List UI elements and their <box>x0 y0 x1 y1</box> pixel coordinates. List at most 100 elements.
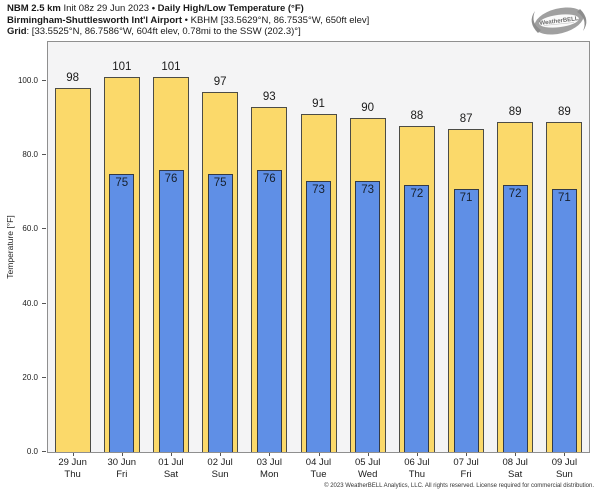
x-tick-date: 08 Jul <box>502 457 528 468</box>
bar-low-label: 72 <box>410 187 424 200</box>
x-tick-date: 09 Jul <box>551 457 578 468</box>
x-tick-mark <box>171 453 172 456</box>
x-tick-mark <box>564 453 566 456</box>
x-tick-label: 01 Jul Sat <box>146 457 195 481</box>
x-tick-day: Tue <box>310 469 327 480</box>
x-tick-day: Sun <box>555 469 573 480</box>
x-tick-mark <box>515 453 517 456</box>
x-tick-date: 01 Jul <box>158 457 184 468</box>
product-title: • Daily High/Low Temperature (°F) <box>151 3 304 14</box>
x-tick-date: 29 Jun <box>58 457 87 468</box>
y-tick-label: 40.0 <box>22 298 38 308</box>
x-tick-mark <box>367 453 369 456</box>
model-name: NBM 2.5 km <box>7 3 61 14</box>
x-tick-mark <box>318 453 320 456</box>
bar-low: 73 <box>355 181 381 452</box>
x-tick-label: 04 Jul Tue <box>294 457 343 481</box>
header-line3: Grid: [33.5525°N, 86.7586°W, 604ft elev,… <box>7 26 369 38</box>
bar-high-label: 87 <box>459 113 473 126</box>
grid-label: Grid <box>7 26 27 37</box>
bar-high-label: 101 <box>112 61 132 74</box>
bar-low-label: 75 <box>213 176 227 189</box>
x-tick-date: 04 Jul <box>305 457 332 468</box>
bar-high-label: 89 <box>508 105 522 118</box>
y-tick-label: 100.0 <box>17 76 38 85</box>
bar-low-label: 73 <box>312 184 325 197</box>
header-line2: Birmingham-Shuttlesworth Int'l Airport •… <box>7 15 369 27</box>
x-tick-label: 05 Jul Wed <box>343 457 392 481</box>
chart-header: NBM 2.5 km Init 08z 29 Jun 2023 • Daily … <box>7 3 369 38</box>
grid-meta: : [33.5525°N, 86.7586°W, 604ft elev, 0.7… <box>26 26 301 37</box>
bar-low: 76 <box>256 170 282 452</box>
x-tick-mark <box>72 453 74 456</box>
x-tick-label: 03 Jul Mon <box>245 457 294 481</box>
x-tick-label: 02 Jul Sun <box>196 457 245 481</box>
station-name: Birmingham-Shuttlesworth Int'l Airport <box>7 14 183 26</box>
bar-high-label: 88 <box>410 109 424 122</box>
plot-area: 98 101 75 101 76 97 75 93 76 91 73 90 73 88 72 87 71 89 72… <box>47 41 590 453</box>
x-tick-date: 07 Jul <box>453 457 479 468</box>
bar-high-label: 89 <box>557 105 571 118</box>
x-tick-day: Fri <box>116 469 128 480</box>
y-tick-label: 0.0 <box>26 447 38 456</box>
x-tick-day: Mon <box>260 469 279 480</box>
y-axis: 0.0 20.0 40.0 60.0 80.0 100.0 <box>0 41 46 456</box>
x-tick-day: Sat <box>163 469 179 480</box>
bar-low: 72 <box>502 184 528 452</box>
y-tick-mark <box>42 376 46 378</box>
bar-high-label: 101 <box>161 61 181 74</box>
bar-low: 73 <box>306 181 331 452</box>
bar-high-label: 90 <box>361 102 375 115</box>
x-tick-day: Fri <box>460 469 472 480</box>
x-tick-label: 06 Jul Thu <box>392 457 441 481</box>
bar-low-label: 72 <box>508 187 522 200</box>
x-tick-day: Thu <box>408 469 426 480</box>
bar-low-label: 71 <box>459 191 473 204</box>
x-tick-label: 08 Jul Sat <box>491 457 540 481</box>
y-tick-mark <box>42 80 46 81</box>
x-tick-label: 30 Jun Fri <box>97 457 146 481</box>
x-tick-label: 07 Jul Fri <box>442 457 491 481</box>
bar-low: 75 <box>207 173 233 452</box>
y-tick-mark <box>42 302 46 304</box>
x-tick-label: 29 Jun Thu <box>48 457 97 481</box>
bar-high-label: 98 <box>66 72 79 85</box>
x-tick-date: 03 Jul <box>256 457 282 468</box>
bar-high-label: 93 <box>262 90 276 103</box>
swirl-icon <box>531 7 587 35</box>
x-tick-day: Sat <box>508 469 523 480</box>
bar-low-label: 71 <box>557 191 571 204</box>
x-tick-date: 05 Jul <box>355 457 381 468</box>
y-tick-label: 20.0 <box>22 372 38 382</box>
init-time: Init 08z 29 Jun 2023 <box>60 3 152 14</box>
bar-low-label: 73 <box>361 184 375 197</box>
bar-high-label: 97 <box>213 76 227 89</box>
bar-low: 71 <box>453 188 479 452</box>
bar-low-label: 76 <box>262 173 276 185</box>
bar-low-label: 75 <box>115 176 129 189</box>
y-tick-label: 80.0 <box>22 150 38 160</box>
x-tick-date: 30 Jun <box>107 457 137 468</box>
x-tick-day: Sun <box>211 469 229 480</box>
copyright-text: © 2023 WeatherBELL Analytics, LLC. All r… <box>324 483 594 489</box>
x-tick-label: 09 Jul Sun <box>540 457 589 481</box>
x-tick-mark <box>416 453 418 456</box>
bar-low: 71 <box>551 188 577 452</box>
bar-high-label: 91 <box>312 98 325 111</box>
y-tick-mark <box>42 154 46 156</box>
x-tick-mark <box>121 453 123 456</box>
y-tick-mark <box>42 228 46 230</box>
x-tick-mark <box>269 453 271 456</box>
bar-low-label: 76 <box>164 173 178 185</box>
x-tick-date: 06 Jul <box>404 457 430 468</box>
bar-low: 72 <box>404 184 430 452</box>
logo-text: WeatherBELL <box>539 16 579 27</box>
bar-low: 75 <box>109 173 135 452</box>
x-tick-date: 02 Jul <box>207 457 233 468</box>
x-tick-day: Thu <box>64 469 81 480</box>
x-tick-day: Wed <box>358 469 378 480</box>
station-meta: • KBHM [33.5629°N, 86.7535°W, 650ft elev… <box>182 14 370 26</box>
header-line1: NBM 2.5 km Init 08z 29 Jun 2023 • Daily … <box>7 3 369 15</box>
y-tick-mark <box>42 451 46 452</box>
